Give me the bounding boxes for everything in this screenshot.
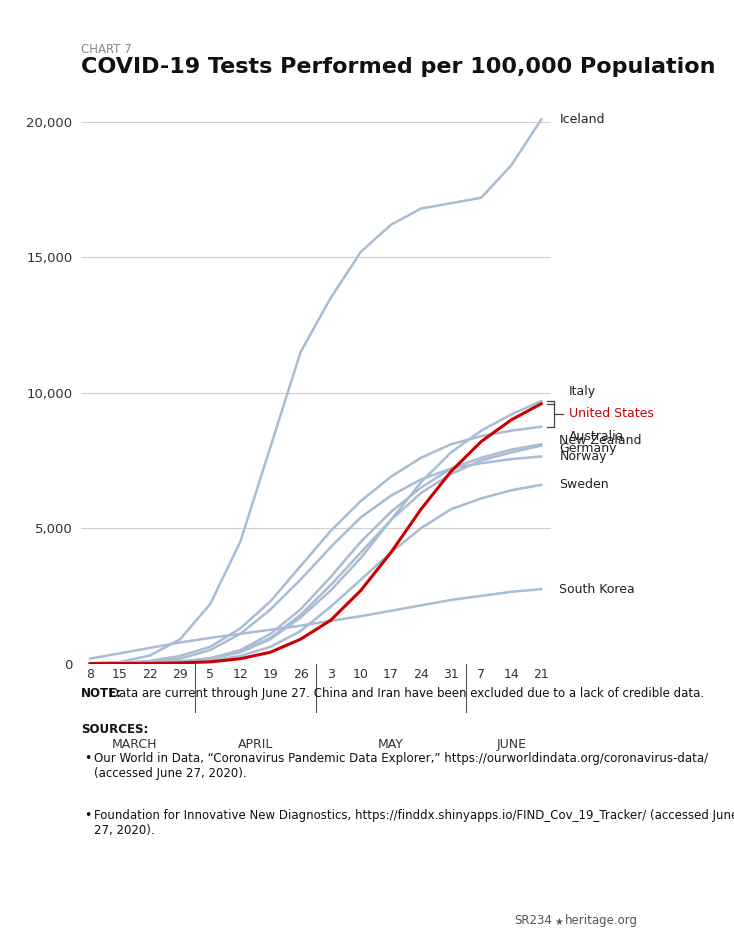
Text: Iceland: Iceland xyxy=(559,113,605,126)
Text: SOURCES:: SOURCES: xyxy=(81,723,148,737)
Text: APRIL: APRIL xyxy=(238,738,273,751)
Text: New Zealand: New Zealand xyxy=(559,434,642,447)
Text: United States: United States xyxy=(569,408,654,420)
Text: Sweden: Sweden xyxy=(559,479,609,491)
Text: CHART 7: CHART 7 xyxy=(81,43,131,56)
Text: MARCH: MARCH xyxy=(112,738,158,751)
Text: Norway: Norway xyxy=(559,450,607,463)
Text: Germany: Germany xyxy=(559,442,617,455)
Text: ★: ★ xyxy=(554,917,563,927)
Text: NOTE:: NOTE: xyxy=(81,687,122,701)
Text: JUNE: JUNE xyxy=(496,738,526,751)
Text: Australia: Australia xyxy=(569,429,624,443)
Text: heritage.org: heritage.org xyxy=(565,914,638,927)
Text: •: • xyxy=(84,809,92,822)
Text: South Korea: South Korea xyxy=(559,583,635,595)
Text: Italy: Italy xyxy=(569,385,596,398)
Text: MAY: MAY xyxy=(378,738,404,751)
Text: COVID-19 Tests Performed per 100,000 Population: COVID-19 Tests Performed per 100,000 Pop… xyxy=(81,57,715,77)
Text: •: • xyxy=(84,752,92,765)
Text: Data are current through June 27. China and Iran have been excluded due to a lac: Data are current through June 27. China … xyxy=(106,687,705,701)
Text: Our World in Data, “Coronavirus Pandemic Data Explorer,” https://ourworldindata.: Our World in Data, “Coronavirus Pandemic… xyxy=(94,752,708,780)
Text: Foundation for Innovative New Diagnostics, https://finddx.shinyapps.io/FIND_Cov_: Foundation for Innovative New Diagnostic… xyxy=(94,809,734,837)
Text: SR234: SR234 xyxy=(514,914,552,927)
